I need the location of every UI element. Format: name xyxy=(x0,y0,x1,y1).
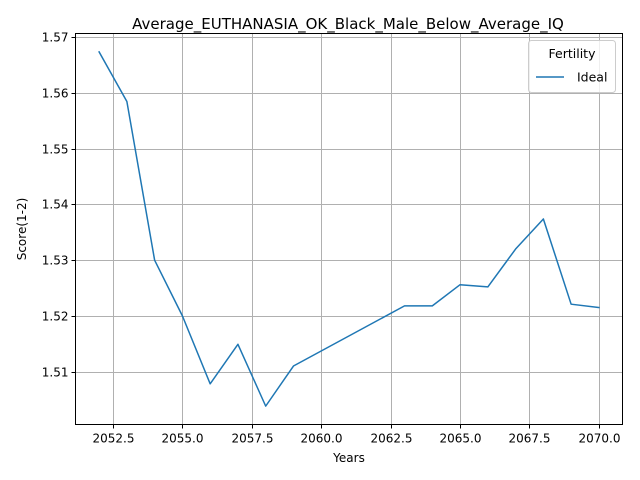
y-tick-label: 1.57 xyxy=(42,31,69,45)
plot-frame xyxy=(75,33,623,425)
x-tick-label: 2070.0 xyxy=(579,432,621,446)
y-tick-label: 1.52 xyxy=(42,310,69,324)
y-tick-label: 1.53 xyxy=(42,254,69,268)
y-tick-label: 1.51 xyxy=(42,366,69,380)
grid-lines xyxy=(75,33,623,425)
x-tick-label: 2062.5 xyxy=(371,432,413,446)
x-tick-label: 2060.0 xyxy=(301,432,343,446)
chart-title: Average_EUTHANASIA_OK_Black_Male_Below_A… xyxy=(132,15,564,34)
y-tick-label: 1.55 xyxy=(42,143,69,157)
y-axis-ticks: 1.51 1.52 1.53 1.54 1.55 1.56 1.57 xyxy=(42,31,76,380)
x-tick-label: 2052.5 xyxy=(93,432,135,446)
y-axis-label: Score(1-2) xyxy=(15,198,29,261)
y-tick-label: 1.54 xyxy=(42,198,69,212)
x-axis-label: Years xyxy=(332,451,365,465)
legend-box xyxy=(528,40,616,93)
x-tick-label: 2055.0 xyxy=(162,432,204,446)
legend-label-ideal: Ideal xyxy=(577,70,607,85)
legend: Fertility Ideal xyxy=(528,40,616,93)
legend-title: Fertility xyxy=(549,46,597,61)
x-tick-label: 2065.0 xyxy=(440,432,482,446)
x-tick-label: 2067.5 xyxy=(509,432,551,446)
y-tick-label: 1.56 xyxy=(42,87,69,101)
series-layer xyxy=(98,50,600,407)
x-tick-label: 2057.5 xyxy=(232,432,274,446)
series-line-ideal xyxy=(98,50,600,407)
x-axis-ticks: 2052.5 2055.0 2057.5 2060.0 2062.5 2065.0 2067… xyxy=(93,424,621,446)
